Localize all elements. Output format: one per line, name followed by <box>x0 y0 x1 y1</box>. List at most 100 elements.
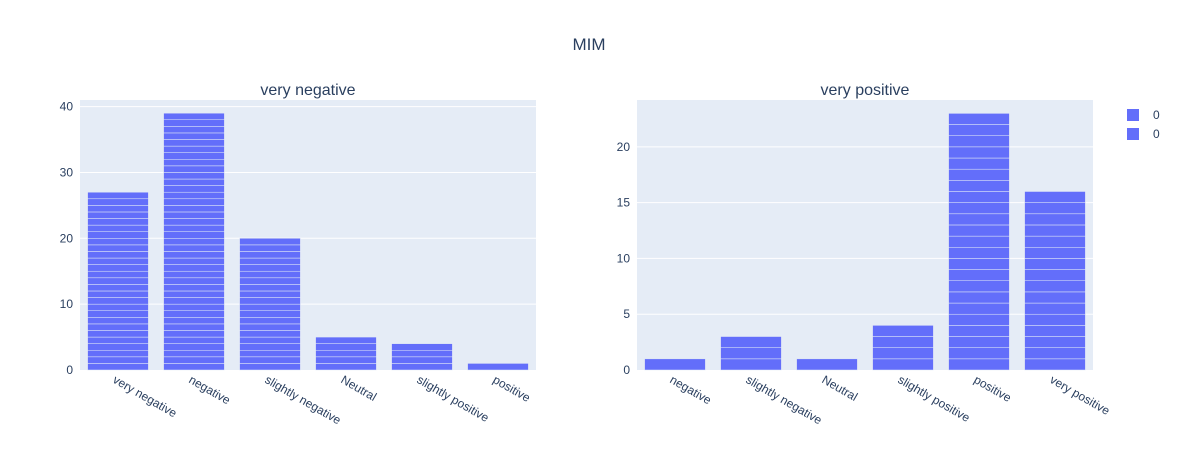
bar-segment <box>1024 280 1086 293</box>
bar-segment <box>163 270 225 279</box>
bar-segment <box>948 325 1010 337</box>
bar-segment <box>1024 258 1086 270</box>
bar-segment <box>720 336 782 348</box>
bar-segment <box>87 211 149 219</box>
bar-segment <box>1024 313 1086 326</box>
bar-segment <box>315 363 377 371</box>
plot-area <box>80 100 536 370</box>
bar-segment <box>163 172 225 180</box>
bar-segment <box>239 363 301 371</box>
bar-very-negative <box>87 191 149 371</box>
bar-segment <box>163 132 225 140</box>
bar-segment <box>163 290 225 298</box>
y-tick-label: 10 <box>617 251 631 265</box>
subplot-very-positive: very positive 0 5 10 15 20 negative slightly ne… <box>617 82 1113 427</box>
bar-segment <box>391 349 453 358</box>
bar-segment <box>948 358 1010 371</box>
x-tick-label: slightly positive <box>896 372 973 425</box>
bar-segment <box>163 310 225 318</box>
plot-area <box>637 100 1093 370</box>
bar-segment <box>87 270 149 279</box>
bar-segment <box>163 185 225 193</box>
y-tick-label: 10 <box>60 297 74 311</box>
bar-segment <box>948 235 1010 248</box>
bar-segment <box>87 205 149 213</box>
bar-segment <box>796 358 858 371</box>
bar-segment <box>948 269 1010 281</box>
bar-segment <box>1024 291 1086 304</box>
bar-segment <box>948 347 1010 360</box>
bar-segment <box>239 257 301 265</box>
bar-segment <box>87 264 149 272</box>
x-tick-label: Neutral <box>820 372 861 403</box>
y-tick-label: 20 <box>617 140 631 154</box>
bar-segment <box>163 238 225 246</box>
bar-segment <box>1024 202 1086 215</box>
y-tick-label: 0 <box>66 363 73 377</box>
bar-segment <box>948 224 1010 237</box>
bar-segment <box>1024 213 1086 226</box>
bar-segment <box>239 356 301 364</box>
bar-segment <box>239 330 301 338</box>
bar-segment <box>163 251 225 259</box>
bar-segment <box>872 336 934 348</box>
bar-segment <box>163 244 225 252</box>
x-tick-label: slightly positive <box>415 372 492 425</box>
bar-segment <box>87 244 149 252</box>
bar-segment <box>163 112 225 121</box>
bar-segment <box>948 191 1010 203</box>
bar-segment <box>87 310 149 318</box>
subplot-title: very positive <box>821 82 910 99</box>
bar-segment <box>163 356 225 364</box>
bar-segment <box>87 238 149 246</box>
chart-title: MIM <box>572 35 605 54</box>
bar-segment <box>87 224 149 232</box>
bar-segment <box>163 139 225 147</box>
bar-segment <box>163 284 225 292</box>
y-tick-label: 30 <box>60 165 74 179</box>
bar-segment <box>87 191 149 200</box>
bar-segment <box>87 231 149 239</box>
subplot-title: very negative <box>260 82 355 99</box>
bar-segment <box>87 317 149 325</box>
bar-segment <box>163 191 225 200</box>
bar-segment <box>948 180 1010 192</box>
bar-segment <box>87 330 149 338</box>
bar-slightly-negative <box>239 238 301 371</box>
legend-item[interactable]: 0 <box>1127 127 1160 141</box>
bar-segment <box>948 247 1010 259</box>
bar-segment <box>239 290 301 298</box>
legend-item[interactable]: 0 <box>1127 108 1160 122</box>
bar-segment <box>239 284 301 292</box>
bar-segment <box>163 152 225 160</box>
bar-segment <box>948 146 1010 159</box>
legend-swatch <box>1127 109 1139 121</box>
bar-segment <box>163 277 225 285</box>
x-tick-label: positive <box>972 372 1015 405</box>
bar-segment <box>239 270 301 279</box>
legend-swatch <box>1127 128 1139 140</box>
x-tick-label: Neutral <box>339 372 380 403</box>
bar-segment <box>163 303 225 311</box>
bar-segment <box>163 165 225 173</box>
bar-segment <box>948 258 1010 270</box>
bar-segment <box>872 325 934 337</box>
legend: 00 <box>1127 108 1160 141</box>
bar-segment <box>87 284 149 292</box>
bar-segment <box>163 218 225 226</box>
bar-segment <box>163 297 225 305</box>
y-tick-label: 0 <box>623 363 630 377</box>
bar-segment <box>163 330 225 338</box>
bar-segment <box>1024 247 1086 259</box>
bar-segment <box>239 251 301 259</box>
bar-segment <box>239 343 301 351</box>
bar-slightly-positive <box>872 325 934 371</box>
bar-segment <box>87 349 149 358</box>
bar-segment <box>948 280 1010 293</box>
bar-segment <box>163 211 225 219</box>
bar-segment <box>87 336 149 344</box>
bar-segment <box>948 336 1010 348</box>
bar-segment <box>163 336 225 344</box>
